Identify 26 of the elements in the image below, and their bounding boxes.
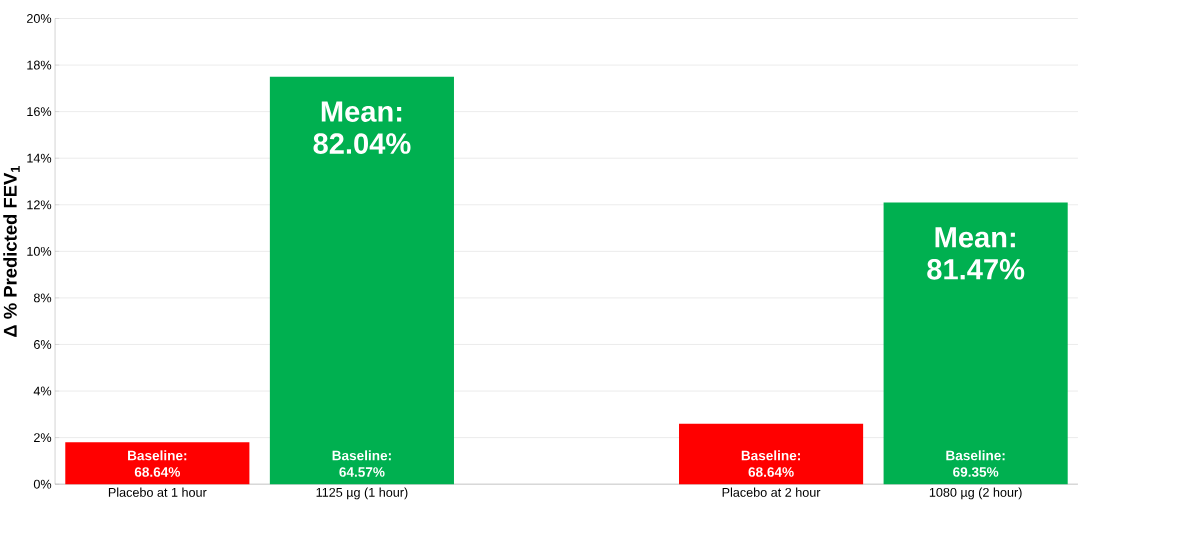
annotation: Baseline: 64.57% bbox=[332, 450, 391, 477]
y-tick-label: 8% bbox=[33, 293, 52, 303]
bar bbox=[883, 202, 1068, 485]
y-tick-label: 14% bbox=[27, 153, 52, 163]
y-tick-label: 0% bbox=[33, 479, 52, 489]
x-tick-label: Placebo at 1 hour bbox=[108, 487, 207, 497]
y-tick-label: 18% bbox=[27, 60, 52, 70]
bar bbox=[679, 423, 864, 485]
y-tick-label: 10% bbox=[27, 247, 52, 256]
y-tick-label: 16% bbox=[27, 107, 52, 117]
y-axis-title: Δ % Predicted FEV$_{1}$ bbox=[3, 166, 20, 338]
y-tick-label: 2% bbox=[34, 433, 52, 443]
y-tick-label: 12% bbox=[27, 200, 52, 210]
bar bbox=[65, 442, 250, 485]
y-tick-label: 20% bbox=[27, 14, 52, 24]
x-tick-label: 1125 µg (1 hour) bbox=[316, 487, 408, 500]
bar bbox=[269, 76, 454, 485]
x-tick-label: 1080 µg (2 hour) bbox=[929, 487, 1022, 500]
annotation: Mean: 82.04% bbox=[313, 101, 411, 155]
y-tick-label: 6% bbox=[34, 340, 52, 350]
annotation: Baseline: 69.35% bbox=[946, 450, 1005, 477]
annotation: Baseline: 68.64% bbox=[741, 450, 800, 477]
y-tick-label: 4% bbox=[33, 386, 52, 396]
annotation: Baseline: 68.64% bbox=[128, 450, 187, 477]
x-tick-label: Placebo at 2 hour bbox=[722, 487, 821, 497]
annotation: Mean: 81.47% bbox=[927, 227, 1025, 280]
